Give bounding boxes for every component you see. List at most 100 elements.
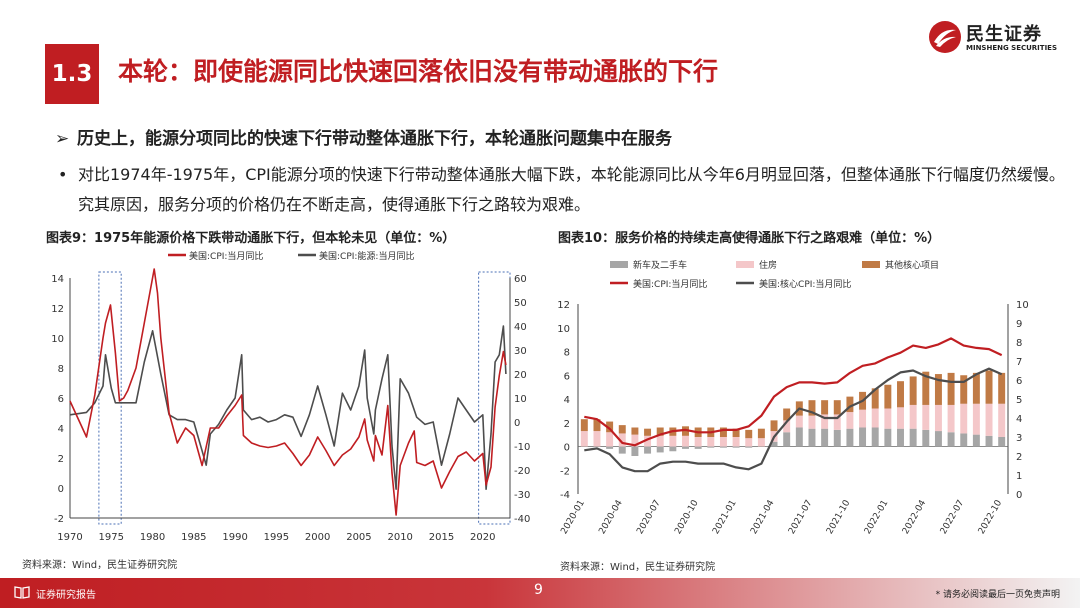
- x-tick: 2020-01: [559, 499, 586, 537]
- y-tick-right: 20: [514, 370, 527, 381]
- y-tick-right: 10: [514, 394, 527, 405]
- y-tick-right: 2: [1016, 452, 1022, 463]
- y-tick-right: -10: [514, 442, 530, 453]
- bar-segment: [897, 381, 904, 408]
- x-tick: 2020-10: [673, 498, 701, 536]
- bar-segment: [909, 428, 917, 447]
- y-tick-left: 10: [557, 324, 570, 335]
- series-line: [69, 268, 507, 516]
- footer-report-label: 证券研究报告: [36, 590, 96, 601]
- y-tick-left: -2: [560, 466, 570, 477]
- x-tick: 2010: [387, 532, 412, 543]
- key-point-text: 历史上，能源分项同比的快速下行带动整体通胀下行，本轮通胀问题集中在服务: [77, 129, 672, 149]
- disclaimer: * 请务必阅读最后一页免责声明: [935, 590, 1060, 600]
- y-tick-left: 0: [58, 484, 64, 495]
- series-line: [584, 337, 1003, 447]
- legend-swatch: [610, 261, 628, 268]
- bar-segment: [719, 446, 727, 448]
- chart2-title: 图表10：服务价格的持续走高使得通胀下行之路艰难（单位：%）: [558, 231, 941, 246]
- bar-segment: [732, 437, 740, 447]
- bar-segment: [770, 420, 778, 432]
- y-tick-right: 0: [1016, 490, 1022, 501]
- x-tick: 1985: [181, 532, 206, 543]
- x-tick: 1970: [57, 532, 82, 543]
- x-tick: 1975: [99, 532, 124, 543]
- bar-segment: [783, 432, 791, 447]
- y-tick-left: 8: [564, 348, 570, 359]
- x-tick: 2021-04: [749, 498, 777, 536]
- bar-segment: [833, 400, 841, 415]
- x-tick: 2005: [346, 532, 371, 543]
- y-tick-left: 12: [557, 300, 570, 311]
- x-tick: 2022-04: [901, 498, 929, 536]
- bar-segment: [998, 403, 1006, 437]
- y-tick-right: 1: [1016, 471, 1022, 482]
- x-tick: 2015: [429, 532, 454, 543]
- bar-segment: [960, 403, 968, 434]
- bar-segment: [985, 403, 993, 436]
- bar-segment: [884, 408, 892, 429]
- bar-segment: [897, 407, 904, 429]
- legend-label: 新车及二手车: [633, 259, 687, 271]
- bar-segment: [656, 435, 664, 447]
- bar-segment: [972, 403, 980, 435]
- bar-segment: [846, 428, 854, 447]
- bar-segment: [745, 438, 753, 447]
- bar-segment: [682, 435, 689, 447]
- y-tick-left: 2: [58, 454, 64, 465]
- y-tick-right: 50: [514, 298, 527, 309]
- bar-segment: [998, 437, 1006, 447]
- bar-segment: [644, 446, 652, 454]
- bar-segment: [922, 371, 930, 405]
- y-tick-right: 5: [1016, 395, 1022, 406]
- x-tick: 2022-07: [939, 499, 966, 537]
- bar-segment: [934, 404, 942, 432]
- series-line: [69, 325, 507, 490]
- bar-segment: [707, 437, 715, 447]
- bar-segment: [808, 415, 816, 429]
- y-tick-right: -20: [514, 466, 530, 477]
- bar-segment: [644, 428, 652, 436]
- series-line: [584, 367, 1003, 473]
- bar-segment: [960, 433, 968, 447]
- bar-segment: [808, 428, 816, 447]
- open-book-icon: [14, 586, 30, 599]
- bar-segment: [871, 388, 879, 409]
- y-tick-left: -4: [560, 490, 570, 501]
- highlight-box: [98, 271, 122, 525]
- bar-segment: [745, 446, 753, 448]
- legend-label: 美国:CPI:当月同比: [633, 278, 707, 290]
- bar-segment: [606, 432, 614, 447]
- bar-segment: [985, 435, 993, 447]
- highlight-box: [478, 271, 511, 525]
- logo-text-cn: 民生证券: [966, 24, 1042, 45]
- section-number-badge: 1.3: [45, 44, 99, 104]
- bar-segment: [947, 432, 955, 447]
- legend-label: 住房: [759, 259, 777, 271]
- detail-paragraph-text: 对比1974年-1975年，CPI能源分项的快速下行带动整体通胀大幅下跌，本轮能…: [78, 165, 1065, 214]
- bar-segment: [859, 409, 867, 428]
- y-tick-right: 30: [514, 346, 527, 357]
- y-tick-left: 2: [564, 419, 570, 430]
- bar-segment: [606, 446, 614, 449]
- y-tick-right: 60: [514, 274, 527, 285]
- page-number: 9: [534, 582, 543, 598]
- y-tick-left: 14: [51, 274, 64, 285]
- bar-segment: [960, 375, 968, 404]
- bar-segment: [871, 427, 879, 447]
- y-tick-left: -2: [54, 514, 64, 525]
- y-tick-right: 3: [1016, 433, 1022, 444]
- x-tick: 2022-10: [977, 498, 1005, 536]
- bar-segment: [593, 431, 601, 447]
- logo-text-en: MINSHENG SECURITIES: [966, 44, 1057, 52]
- y-tick-left: 10: [51, 334, 64, 345]
- legend-label: 美国:CPI:能源:当月同比: [319, 250, 414, 262]
- x-tick: 2020: [470, 532, 495, 543]
- y-tick-right: 4: [1016, 414, 1022, 425]
- bar-segment: [745, 429, 753, 439]
- bar-segment: [631, 427, 639, 435]
- bar-segment: [821, 400, 829, 415]
- bar-segment: [580, 419, 588, 432]
- x-tick: 2021-01: [711, 499, 738, 537]
